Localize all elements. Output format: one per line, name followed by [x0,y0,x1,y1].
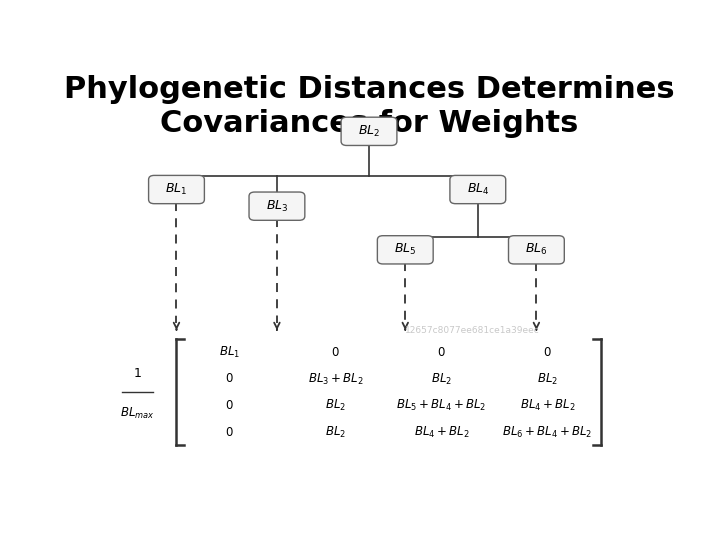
Text: $\mathit{BL}_{max}$: $\mathit{BL}_{max}$ [120,406,155,421]
Text: $\mathit{BL}_{5}$: $\mathit{BL}_{5}$ [394,242,416,258]
Text: $\mathit{BL}_{2}$: $\mathit{BL}_{2}$ [431,372,452,387]
Text: $\mathit{BL}_{1}$: $\mathit{BL}_{1}$ [166,182,188,197]
Text: $\mathit{BL}_{5}+\mathit{BL}_{4}+\mathit{BL}_{2}$: $\mathit{BL}_{5}+\mathit{BL}_{4}+\mathit… [397,398,487,413]
Text: Phylogenetic Distances Determines
Covariances for Weights: Phylogenetic Distances Determines Covari… [63,75,675,138]
Text: $0$: $0$ [225,373,234,386]
Text: $\mathit{BL}_{3}$: $\mathit{BL}_{3}$ [266,199,288,214]
FancyBboxPatch shape [341,117,397,145]
Text: $0$: $0$ [331,346,340,359]
Text: $0$: $0$ [225,426,234,438]
Text: $\mathit{BL}_{2}$: $\mathit{BL}_{2}$ [358,124,380,139]
Text: $0$: $0$ [544,346,552,359]
FancyBboxPatch shape [148,176,204,204]
Text: $\mathit{BL}_{2}$: $\mathit{BL}_{2}$ [325,398,346,413]
Text: $\mathit{BL}_{6}+\mathit{BL}_{4}+\mathit{BL}_{2}$: $\mathit{BL}_{6}+\mathit{BL}_{4}+\mathit… [503,424,593,440]
Text: $1$: $1$ [133,367,142,380]
Text: $\mathit{BL}_{2}$: $\mathit{BL}_{2}$ [325,424,346,440]
FancyBboxPatch shape [508,235,564,264]
Text: $\mathit{BL}_{3}+\mathit{BL}_{2}$: $\mathit{BL}_{3}+\mathit{BL}_{2}$ [307,372,364,387]
Text: $0$: $0$ [437,346,446,359]
Text: $\mathit{BL}_{4}+\mathit{BL}_{2}$: $\mathit{BL}_{4}+\mathit{BL}_{2}$ [414,424,469,440]
Text: $\mathit{BL}_{2}$: $\mathit{BL}_{2}$ [537,372,558,387]
FancyBboxPatch shape [377,235,433,264]
Text: $\mathit{BL}_{4}+\mathit{BL}_{2}$: $\mathit{BL}_{4}+\mathit{BL}_{2}$ [520,398,575,413]
Text: 12657c8077ee681ce1a39eec: 12657c8077ee681ce1a39eec [405,326,540,335]
Text: $\mathit{BL}_{4}$: $\mathit{BL}_{4}$ [467,182,489,197]
FancyBboxPatch shape [450,176,505,204]
Text: $0$: $0$ [225,399,234,412]
Text: $\mathit{BL}_{1}$: $\mathit{BL}_{1}$ [219,345,240,360]
FancyBboxPatch shape [249,192,305,220]
Text: $\mathit{BL}_{6}$: $\mathit{BL}_{6}$ [525,242,548,258]
